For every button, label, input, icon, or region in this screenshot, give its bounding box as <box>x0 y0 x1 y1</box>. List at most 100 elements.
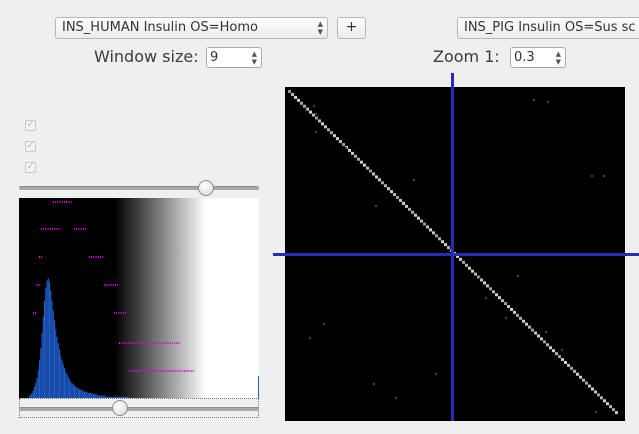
dotplot-diagonal-dot <box>576 372 579 376</box>
dotplot-diagonal-dot <box>486 284 489 288</box>
dotplot-diagonal-dot <box>327 128 330 132</box>
dotplot-diagonal-dot <box>531 328 534 332</box>
dotplot-diagonal-dot <box>564 360 567 364</box>
histogram-marker <box>47 228 49 230</box>
sequence-1-value: INS_HUMAN Insulin OS=Homo <box>62 20 258 35</box>
dotplot-noise-dot <box>373 383 375 385</box>
histogram-bar <box>62 364 64 398</box>
histogram-marker <box>118 312 120 314</box>
histogram-bar <box>47 278 49 398</box>
sequence-2-value: INS_PIG Insulin OS=Sus sc <box>464 20 636 35</box>
crosshair-vertical[interactable] <box>450 73 454 421</box>
zoom-spinbox[interactable]: 0.3 ▲ ▼ <box>510 47 566 68</box>
histogram-bar <box>116 396 118 398</box>
histogram-marker <box>153 370 155 372</box>
histogram-bar <box>97 395 99 398</box>
histogram-bar <box>52 310 54 398</box>
histogram-marker <box>37 284 38 286</box>
histogram-bar <box>75 386 77 398</box>
gray-slider-handle[interactable] <box>111 400 128 416</box>
zoom-value: 0.3 <box>514 50 535 65</box>
dotplot-diagonal-dot <box>315 116 318 120</box>
dotplot-diagonal-dot <box>342 143 345 147</box>
dotplot-noise-dot <box>505 317 507 319</box>
histogram-marker <box>100 256 101 258</box>
histogram-marker <box>131 370 133 372</box>
window-size-label: Window size: <box>94 47 199 66</box>
histogram-marker <box>76 228 78 230</box>
dotplot-noise-dot <box>323 323 325 325</box>
histogram-bar <box>80 389 82 398</box>
histogram-bar <box>29 395 31 398</box>
dotplot-noise-dot <box>517 275 519 277</box>
dotplot-noise-dot <box>375 205 377 207</box>
histogram-marker <box>165 342 167 344</box>
histogram-bar <box>107 396 109 398</box>
dotplot-diagonal-dot <box>594 390 597 394</box>
dotplot-diagonal-dot <box>525 322 528 326</box>
histogram-marker <box>171 342 173 344</box>
dotplot-noise-dot <box>395 397 397 399</box>
dotplot-diagonal-dot <box>399 198 402 202</box>
dotplot-diagonal-dot <box>357 157 360 161</box>
dotplot-diagonal-dot <box>381 181 384 185</box>
histogram-bar <box>87 393 89 398</box>
histogram-marker <box>173 370 174 372</box>
histogram-marker <box>58 228 60 230</box>
histogram-marker <box>116 312 118 314</box>
histogram-bar <box>66 374 68 398</box>
dotplot-diagonal-dot <box>300 101 303 105</box>
threshold-slider-handle[interactable] <box>198 180 215 196</box>
dotplot-diagonal-dot <box>330 131 333 135</box>
dotplot-diagonal-dot <box>438 237 441 241</box>
dotplot-diagonal-dot <box>480 278 483 282</box>
histogram-marker <box>145 342 147 344</box>
histogram-marker <box>56 228 58 230</box>
histogram-marker <box>163 342 164 344</box>
spin-arrows-icon[interactable]: ▲ ▼ <box>251 50 257 66</box>
score-histogram[interactable] <box>19 198 259 398</box>
histogram-bar <box>125 396 127 398</box>
dotplot-noise-dot <box>591 175 593 177</box>
dotplot-noise-dot <box>595 411 597 413</box>
histogram-marker <box>168 370 170 372</box>
histogram-marker <box>155 370 157 372</box>
dotplot-diagonal-dot <box>441 240 444 244</box>
histogram-bar <box>54 320 56 398</box>
gradient-white-region <box>206 198 259 398</box>
dotplot-diagonal-dot <box>339 140 342 144</box>
histogram-marker <box>49 228 51 230</box>
checkbox-1[interactable]: ✓ <box>25 120 36 131</box>
histogram-marker <box>190 370 192 372</box>
crosshair-horizontal[interactable] <box>273 253 639 256</box>
dotplot-diagonal-dot <box>504 302 507 306</box>
histogram-bar <box>126 396 128 398</box>
checkbox-3[interactable]: ✓ <box>25 162 36 173</box>
gray-slider-track[interactable] <box>19 407 259 411</box>
dotplot-diagonal-dot <box>411 210 414 214</box>
dotplot-noise-dot <box>345 147 347 149</box>
histogram-bar <box>39 360 41 398</box>
dotplot-diagonal-dot <box>609 405 612 409</box>
add-button[interactable]: + <box>337 17 366 39</box>
histogram-bar <box>72 384 74 398</box>
histogram-bar <box>30 394 32 398</box>
histogram-bar <box>104 395 106 398</box>
window-size-spinbox[interactable]: 9 ▲ ▼ <box>206 47 262 68</box>
histogram-bar <box>81 390 83 398</box>
sequence-1-select[interactable]: INS_HUMAN Insulin OS=Homo ▲ ▼ <box>55 17 328 39</box>
histogram-bar <box>44 300 46 398</box>
dotplot-diagonal-dot <box>519 316 522 320</box>
histogram-marker <box>104 284 105 286</box>
histogram-marker <box>120 312 122 314</box>
histogram-marker <box>164 370 166 372</box>
histogram-marker <box>148 370 150 372</box>
histogram-marker <box>57 201 59 203</box>
threshold-slider-track[interactable] <box>19 186 259 190</box>
spin-arrows-icon[interactable]: ▲ ▼ <box>555 50 561 66</box>
checkbox-2[interactable]: ✓ <box>25 141 36 152</box>
dotplot-diagonal-dot <box>456 254 459 258</box>
dotplot-diagonal-dot <box>309 110 312 114</box>
sequence-2-select[interactable]: INS_PIG Insulin OS=Sus sc <box>457 17 639 39</box>
dotplot-diagonal-dot <box>447 246 450 250</box>
